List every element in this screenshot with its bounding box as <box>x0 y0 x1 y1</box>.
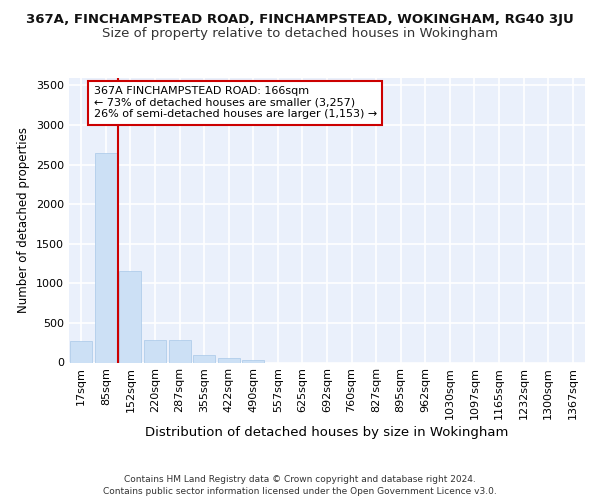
Bar <box>119 271 142 362</box>
Y-axis label: Number of detached properties: Number of detached properties <box>17 127 31 313</box>
Bar <box>169 340 191 362</box>
Text: Size of property relative to detached houses in Wokingham: Size of property relative to detached ho… <box>102 28 498 40</box>
Bar <box>95 152 117 362</box>
Text: Contains HM Land Registry data © Crown copyright and database right 2024.
Contai: Contains HM Land Registry data © Crown c… <box>103 474 497 496</box>
Text: 367A FINCHAMPSTEAD ROAD: 166sqm
← 73% of detached houses are smaller (3,257)
26%: 367A FINCHAMPSTEAD ROAD: 166sqm ← 73% of… <box>94 86 377 120</box>
Bar <box>218 358 240 362</box>
X-axis label: Distribution of detached houses by size in Wokingham: Distribution of detached houses by size … <box>145 426 509 440</box>
Bar <box>242 360 265 362</box>
Text: 367A, FINCHAMPSTEAD ROAD, FINCHAMPSTEAD, WOKINGHAM, RG40 3JU: 367A, FINCHAMPSTEAD ROAD, FINCHAMPSTEAD,… <box>26 12 574 26</box>
Bar <box>70 341 92 362</box>
Bar <box>193 356 215 362</box>
Bar <box>144 340 166 362</box>
